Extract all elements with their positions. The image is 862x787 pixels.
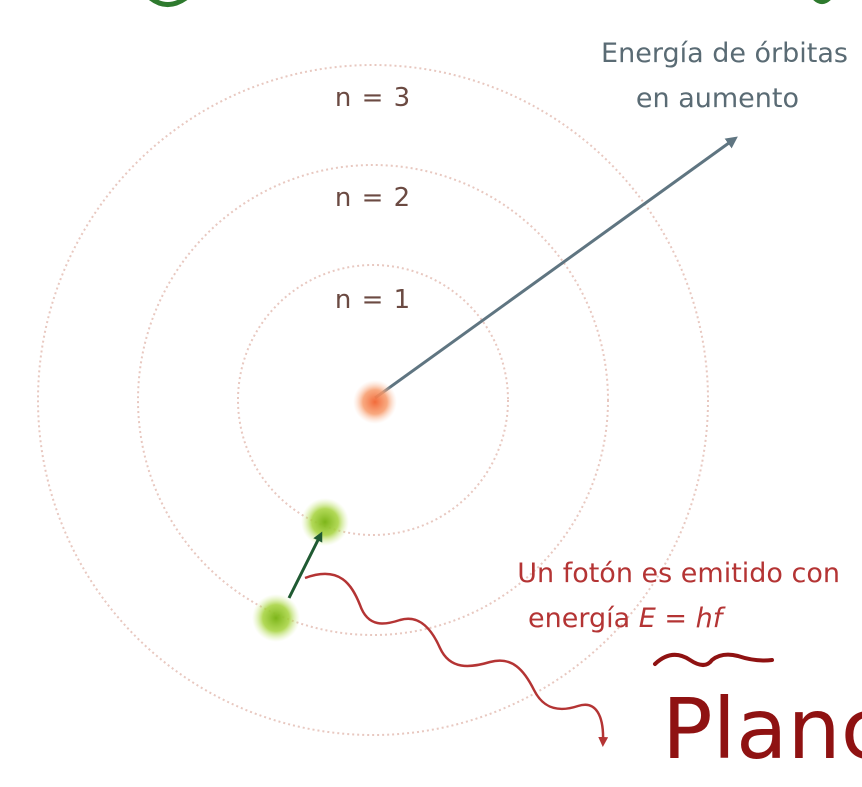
handwritten-brace — [653, 652, 774, 667]
orbit-n2 — [137, 164, 609, 636]
green-marker-stroke-left — [149, 0, 188, 7]
energy-label-line1: Energía de órbitas — [601, 38, 848, 69]
handwritten-planck: Planck — [662, 680, 862, 778]
orbit-label-n3: n = 3 — [335, 83, 411, 113]
energy-label-line2: en aumento — [636, 83, 799, 114]
orbit-n3 — [37, 64, 709, 736]
energy-increase-arrow — [374, 136, 738, 400]
photon-wave — [304, 572, 609, 747]
orbit-label-n2: n = 2 — [335, 183, 411, 213]
electron-final — [301, 498, 349, 546]
nucleus — [353, 380, 397, 424]
electron-initial — [252, 594, 300, 642]
orbit-label-n1: n = 1 — [335, 285, 411, 315]
orbit-n1 — [237, 264, 509, 536]
photon-energy-formula: E = hf — [639, 603, 726, 634]
photon-label-line1: Un fotón es emitido con — [517, 558, 840, 589]
photon-label-prefix: energía — [528, 603, 639, 634]
photon-label-line2: energía E = hf — [528, 603, 726, 634]
electron-transition-arrow — [287, 531, 323, 599]
green-marker-stroke-right — [813, 0, 831, 4]
